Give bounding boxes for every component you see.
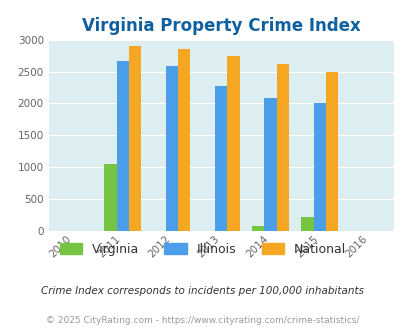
Bar <box>276 64 288 231</box>
Bar <box>227 55 239 231</box>
Bar <box>252 226 264 231</box>
Bar <box>313 103 325 231</box>
Bar <box>215 85 227 231</box>
Text: © 2025 CityRating.com - https://www.cityrating.com/crime-statistics/: © 2025 CityRating.com - https://www.city… <box>46 316 359 325</box>
Title: Virginia Property Crime Index: Virginia Property Crime Index <box>82 17 360 35</box>
Bar <box>301 217 313 231</box>
Legend: Virginia, Illinois, National: Virginia, Illinois, National <box>56 239 349 259</box>
Bar <box>325 72 337 231</box>
Text: Crime Index corresponds to incidents per 100,000 inhabitants: Crime Index corresponds to incidents per… <box>41 286 364 296</box>
Bar <box>128 46 141 231</box>
Bar <box>116 61 128 231</box>
Bar <box>264 98 276 231</box>
Bar <box>104 164 116 231</box>
Bar <box>165 66 178 231</box>
Bar <box>178 49 190 231</box>
